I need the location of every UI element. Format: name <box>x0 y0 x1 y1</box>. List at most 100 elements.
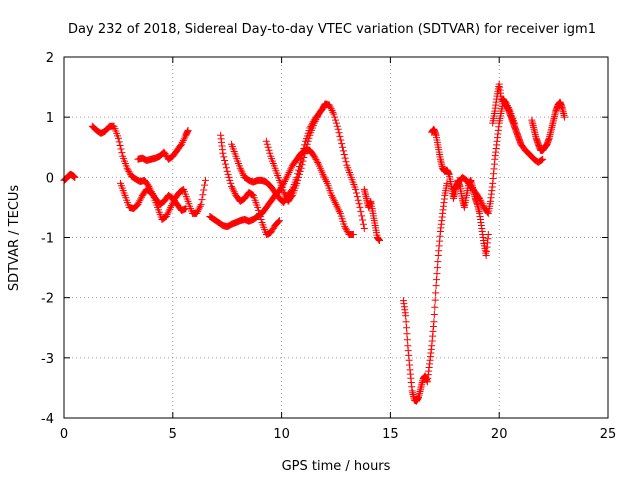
y-tick-label: -3 <box>41 352 54 367</box>
data-point-marker <box>431 303 439 311</box>
data-point-marker <box>179 137 187 145</box>
data-point-marker <box>293 179 301 187</box>
data-point-marker <box>339 143 347 151</box>
data-point-marker <box>199 191 207 199</box>
data-point-marker <box>264 143 272 151</box>
data-point-marker <box>329 108 337 116</box>
data-point-marker <box>539 155 547 163</box>
data-point-marker <box>357 208 365 216</box>
data-point-marker <box>330 110 338 118</box>
data-point-marker <box>310 152 318 160</box>
data-point-marker <box>255 209 263 217</box>
data-point-marker <box>359 220 367 228</box>
x-axis-label: GPS time / hours <box>282 459 391 474</box>
series-arc-3 <box>117 179 190 214</box>
data-point-marker <box>402 312 410 320</box>
data-point-marker <box>162 212 170 220</box>
data-point-marker <box>281 190 289 198</box>
data-point-marker <box>332 116 340 124</box>
data-point-marker <box>193 209 201 217</box>
data-point-marker <box>336 132 344 140</box>
data-point-marker <box>443 179 451 187</box>
data-point-marker <box>304 137 312 145</box>
data-point-marker <box>221 160 229 168</box>
x-tick-label: 0 <box>60 427 68 442</box>
data-point-marker <box>356 203 364 211</box>
data-point-marker <box>179 186 187 194</box>
data-point-marker <box>313 157 321 165</box>
y-tick-label: 0 <box>46 171 54 186</box>
data-point-marker <box>360 224 368 232</box>
data-point-marker <box>160 148 168 156</box>
data-point-marker <box>358 212 366 220</box>
data-point-marker <box>230 188 238 196</box>
data-point-marker <box>255 206 263 214</box>
data-point-marker <box>124 166 132 174</box>
data-point-marker <box>432 289 440 297</box>
series-arc-2 <box>88 122 209 223</box>
data-point-marker <box>267 229 275 237</box>
data-point-marker <box>248 190 256 198</box>
data-point-marker <box>237 166 245 174</box>
data-point-marker <box>352 189 360 197</box>
data-point-marker <box>162 151 170 159</box>
data-point-marker <box>403 336 411 344</box>
data-point-marker <box>123 164 131 172</box>
data-point-marker <box>297 164 305 172</box>
data-point-marker <box>223 167 231 175</box>
series-arc-8 <box>262 104 327 205</box>
series-arc-11 <box>428 125 492 260</box>
data-point-marker <box>288 163 296 171</box>
data-point-marker <box>325 101 333 109</box>
data-point-marker <box>165 207 173 215</box>
data-point-marker <box>182 205 190 213</box>
data-point-marker <box>275 218 283 226</box>
data-point-marker <box>294 176 302 184</box>
data-point-marker <box>227 179 235 187</box>
series-arc-1 <box>60 170 79 184</box>
chart-title: Day 232 of 2018, Sidereal Day-to-day VTE… <box>68 22 596 37</box>
plot-frame <box>63 56 609 419</box>
data-point-marker <box>136 197 144 205</box>
data-point-marker <box>238 168 246 176</box>
data-point-marker <box>329 193 337 201</box>
data-point-marker <box>342 158 350 166</box>
x-tick-label: 10 <box>273 427 290 442</box>
data-point-marker <box>353 193 361 201</box>
data-point-marker <box>537 156 545 164</box>
data-point-marker <box>254 203 262 211</box>
data-point-marker <box>265 146 273 154</box>
data-point-marker <box>295 173 303 181</box>
data-point-marker <box>167 203 175 211</box>
data-point-marker <box>322 176 330 184</box>
data-point-marker <box>296 167 304 175</box>
data-point-marker <box>194 208 202 216</box>
data-point-marker <box>310 119 318 127</box>
data-point-marker <box>479 202 487 210</box>
data-point-marker <box>484 230 492 238</box>
data-point-marker <box>301 150 309 158</box>
data-point-marker <box>239 170 247 178</box>
data-point-marker <box>341 154 349 162</box>
data-point-marker <box>502 98 510 106</box>
data-point-marker <box>198 196 206 204</box>
data-point-marker <box>225 173 233 181</box>
data-point-marker <box>503 102 511 110</box>
y-tick-label: 1 <box>46 111 54 126</box>
data-point-marker <box>503 100 511 108</box>
data-point-marker <box>329 195 337 203</box>
data-point-marker <box>431 296 439 304</box>
data-point-marker <box>197 200 205 208</box>
x-tick-label: 5 <box>169 427 177 442</box>
data-point-marker <box>224 170 232 178</box>
data-point-marker <box>178 138 186 146</box>
data-point-marker <box>432 282 440 290</box>
data-point-marker <box>201 176 209 184</box>
series-arc-4 <box>134 126 192 164</box>
data-point-marker <box>331 113 339 121</box>
series-arc-6 <box>217 131 283 238</box>
data-point-marker <box>71 173 79 181</box>
data-point-marker <box>135 199 143 207</box>
data-point-marker <box>248 191 256 199</box>
